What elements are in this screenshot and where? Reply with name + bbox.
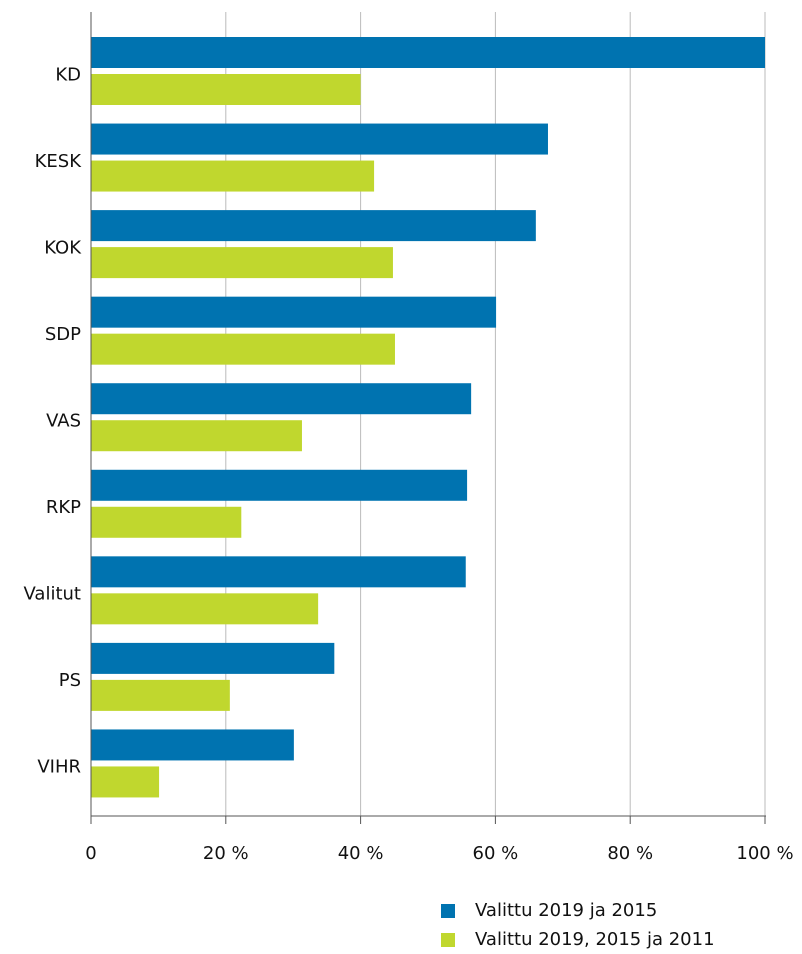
legend-label: Valittu 2019, 2015 ja 2011	[475, 929, 715, 950]
y-tick-label: KD	[55, 64, 81, 85]
y-tick-label: Valitut	[24, 584, 81, 605]
y-tick-label: PS	[59, 670, 81, 691]
legend-label: Valittu 2019 ja 2015	[475, 900, 657, 921]
y-tick-label: KESK	[35, 151, 83, 172]
bar	[91, 506, 242, 538]
y-tick-label: VAS	[46, 411, 81, 432]
bar	[91, 729, 294, 761]
x-tick-label: 40 %	[338, 843, 384, 864]
bar	[91, 766, 160, 798]
x-tick-label: 60 %	[473, 843, 519, 864]
bar	[91, 74, 361, 105]
bar	[91, 556, 466, 588]
bar	[91, 420, 302, 452]
y-tick-label: RKP	[46, 497, 81, 518]
bar	[91, 383, 472, 415]
x-tick-label: 100 %	[736, 843, 793, 864]
x-tick-label: 0	[85, 843, 96, 864]
bar	[91, 296, 497, 328]
bar	[91, 642, 335, 674]
bar	[91, 469, 468, 501]
legend-swatch	[441, 904, 455, 918]
legend-swatch	[441, 933, 455, 947]
y-tick-label: SDP	[45, 324, 81, 345]
bar	[91, 247, 393, 279]
bar	[91, 160, 375, 192]
bar	[91, 593, 319, 625]
y-tick-label: VIHR	[37, 757, 81, 778]
bar	[91, 333, 395, 365]
y-tick-label: KOK	[44, 237, 82, 258]
bar	[91, 123, 548, 155]
bar	[91, 37, 765, 68]
bar	[91, 210, 536, 242]
x-tick-label: 80 %	[607, 843, 653, 864]
bar	[91, 679, 230, 711]
x-tick-label: 20 %	[203, 843, 249, 864]
